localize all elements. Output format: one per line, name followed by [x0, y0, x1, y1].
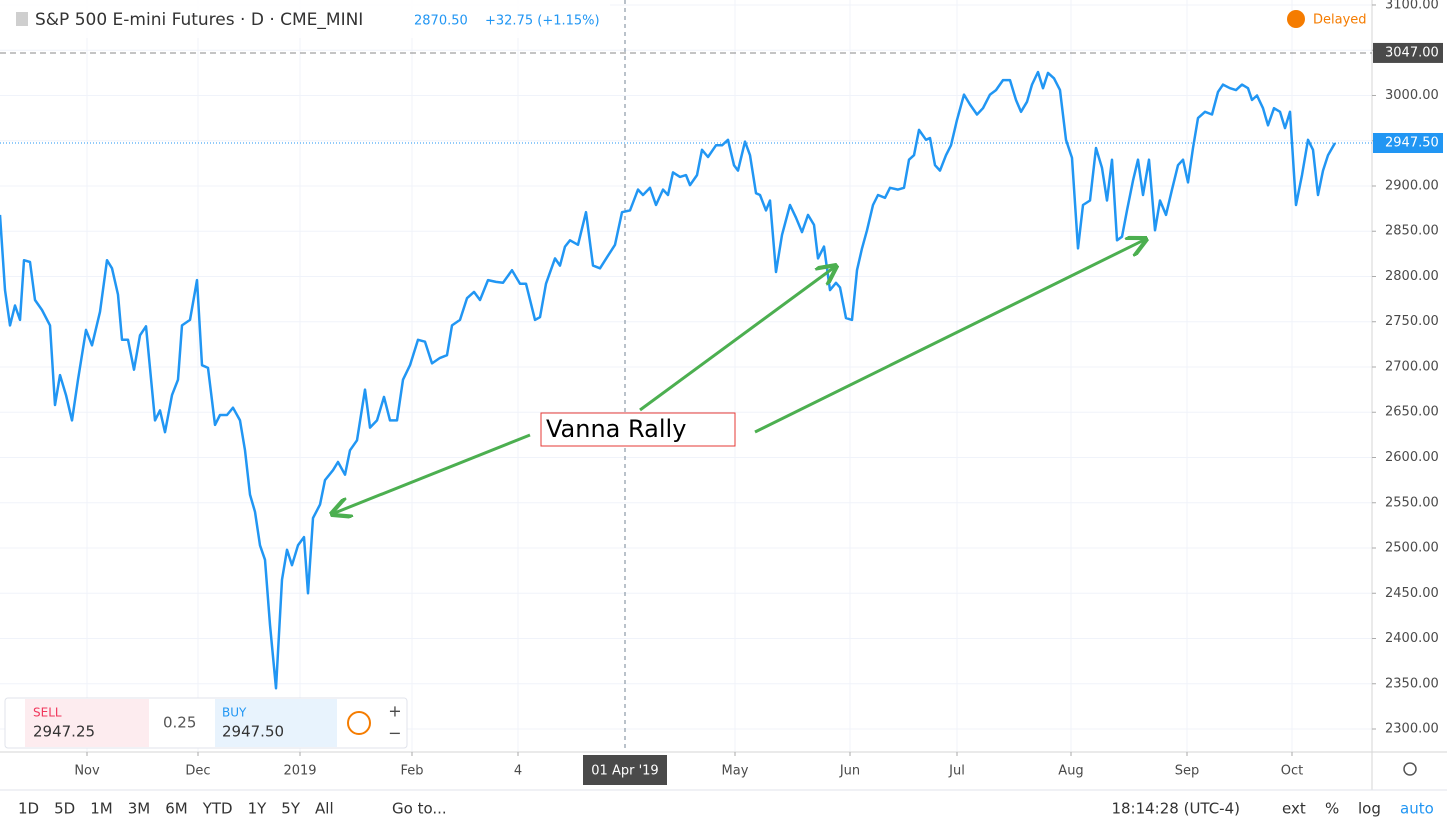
sell-button[interactable]	[25, 699, 149, 747]
change: +32.75 (+1.15%)	[485, 14, 600, 29]
range-button[interactable]: 1D	[18, 800, 39, 818]
header-bg	[0, 0, 610, 38]
range-button[interactable]: 6M	[165, 800, 188, 818]
x-tick-label: Jun	[839, 764, 860, 779]
y-tick-label: 2900.00	[1385, 178, 1439, 193]
y-tick-label: 2850.00	[1385, 224, 1439, 239]
price-label-bg	[1373, 42, 1443, 63]
x-tick-label: May	[722, 764, 749, 779]
y-tick-label: 2750.00	[1385, 314, 1439, 329]
status: Delayed	[1313, 13, 1367, 28]
y-tick-label: 2600.00	[1385, 450, 1439, 465]
range-button[interactable]: 3M	[128, 800, 151, 818]
annotation: Vanna Rally	[546, 415, 686, 443]
y-tick-label: 2300.00	[1385, 722, 1439, 737]
symbol-title[interactable]: S&P 500 E-mini Futures · D · CME_MINI	[35, 10, 363, 30]
x-tick-label: Nov	[74, 764, 100, 779]
x-tick-label: Oct	[1281, 764, 1303, 779]
minus[interactable]: −	[388, 724, 401, 743]
plot	[0, 0, 1372, 752]
option-button[interactable]: ext	[1282, 800, 1306, 818]
option-button[interactable]: auto	[1400, 800, 1434, 818]
option-button[interactable]: %	[1325, 800, 1339, 818]
plus[interactable]: +	[388, 702, 401, 721]
y-tick-label: 2700.00	[1385, 359, 1439, 374]
x-tick-label: Jul	[948, 764, 965, 779]
toolbar: 1D 5D 1M 3M 6M YTD 1Y 5Y All Go to... 18:14:28 (UT…	[18, 800, 1434, 818]
price: 2870.50	[414, 14, 468, 29]
crosshair-label-bg	[583, 755, 667, 785]
x-tick-label: 2019	[283, 764, 316, 779]
sell-price: 2947.25	[33, 723, 95, 741]
arrow	[639, 266, 836, 412]
arrow	[332, 433, 531, 514]
price-label-bg	[1373, 132, 1443, 153]
x-tick-label: 4	[514, 764, 522, 779]
option-button[interactable]: log	[1358, 800, 1381, 818]
info-icon[interactable]	[347, 711, 371, 735]
buy-price: 2947.50	[222, 723, 284, 741]
status-icon	[1287, 10, 1305, 28]
x-tick-label: Feb	[400, 764, 423, 779]
y-tick-label: 3000.00	[1385, 88, 1439, 103]
price-label: 3047.00	[1385, 45, 1439, 60]
y-tick-label: 2650.00	[1385, 405, 1439, 420]
y-tick-label: 2550.00	[1385, 495, 1439, 510]
grid	[0, 0, 1372, 752]
y-tick-label: 2400.00	[1385, 631, 1439, 646]
range-button[interactable]: 5D	[54, 800, 75, 818]
crosshair-label: 01 Apr '19	[591, 764, 658, 779]
annotation-box	[540, 412, 736, 447]
sell-label: SELL	[33, 706, 62, 720]
x-tick-label: Sep	[1175, 764, 1200, 779]
y-tick-label: 3100.00	[1385, 0, 1439, 12]
buy-label: BUY	[222, 706, 247, 720]
y-tick-label: 2450.00	[1385, 586, 1439, 601]
range-button[interactable]: 5Y	[281, 800, 301, 818]
price-label: 2947.50	[1385, 135, 1439, 150]
x-tick-label: Aug	[1058, 764, 1083, 779]
range-button[interactable]: 1M	[90, 800, 113, 818]
range-button[interactable]: YTD	[202, 800, 233, 818]
spread: 0.25	[163, 714, 196, 732]
y-tick-label: 2800.00	[1385, 269, 1439, 284]
y-tick-label: 2350.00	[1385, 676, 1439, 691]
x-tick-label: Dec	[185, 764, 210, 779]
arrow	[754, 239, 1146, 434]
goto-button[interactable]: Go to...	[392, 800, 447, 818]
settings-icon[interactable]	[1403, 762, 1417, 776]
range-button[interactable]: 1Y	[248, 800, 268, 818]
clock: 18:14:28 (UTC-4)	[1111, 800, 1240, 818]
trade-widget: SELL 2947.25 0.25 BUY 2947.50 + −	[4, 697, 408, 749]
y-tick-label: 2500.00	[1385, 541, 1439, 556]
buy-button[interactable]	[215, 699, 337, 747]
range-button[interactable]: All	[315, 800, 334, 818]
price-line-series	[0, 70, 1337, 690]
symbol-icon	[16, 12, 28, 26]
